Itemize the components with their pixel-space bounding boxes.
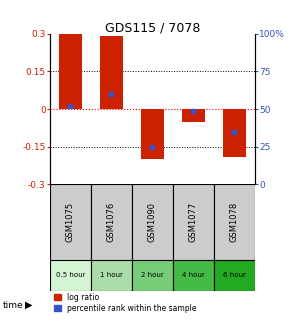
Bar — [132, 184, 173, 260]
Text: GDS115 / 7078: GDS115 / 7078 — [105, 22, 200, 35]
Bar — [182, 109, 205, 122]
Text: 6 hour: 6 hour — [223, 272, 246, 278]
Bar — [214, 260, 255, 291]
Bar — [59, 34, 81, 109]
Text: GSM1076: GSM1076 — [107, 202, 116, 242]
Legend: log ratio, percentile rank within the sample: log ratio, percentile rank within the sa… — [54, 293, 197, 312]
Text: 0.5 hour: 0.5 hour — [56, 272, 85, 278]
Text: GSM1077: GSM1077 — [189, 202, 198, 242]
Bar — [214, 184, 255, 260]
Bar — [91, 184, 132, 260]
Bar — [50, 260, 91, 291]
Bar — [173, 184, 214, 260]
Bar — [141, 109, 163, 159]
Text: GSM1078: GSM1078 — [230, 202, 239, 242]
Text: 1 hour: 1 hour — [100, 272, 123, 278]
Text: time: time — [3, 301, 23, 309]
Bar — [91, 260, 132, 291]
Bar — [223, 109, 246, 157]
Text: ▶: ▶ — [25, 300, 33, 310]
Bar — [100, 36, 123, 109]
Text: 4 hour: 4 hour — [182, 272, 205, 278]
Bar — [50, 184, 91, 260]
Text: GSM1075: GSM1075 — [66, 202, 75, 242]
Bar — [173, 260, 214, 291]
Text: GSM1090: GSM1090 — [148, 202, 157, 242]
Bar — [132, 260, 173, 291]
Text: 2 hour: 2 hour — [141, 272, 164, 278]
